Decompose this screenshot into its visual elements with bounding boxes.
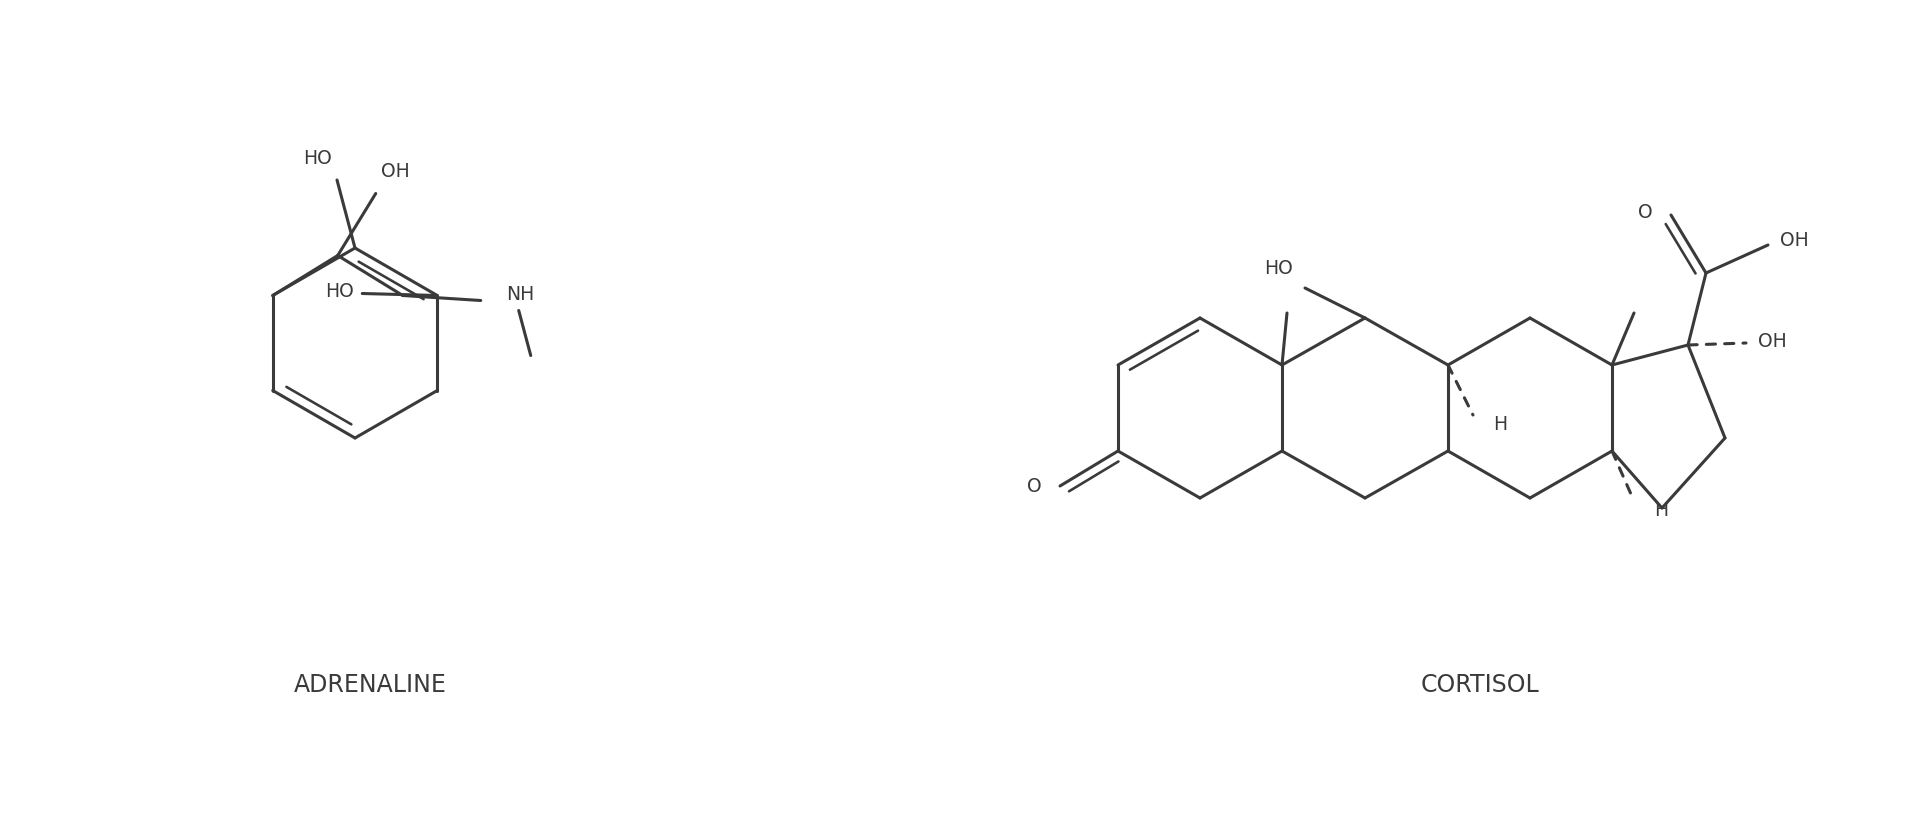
Text: OH: OH [380, 162, 409, 181]
Text: ADRENALINE: ADRENALINE [294, 673, 447, 697]
Text: H: H [1653, 501, 1668, 520]
Text: NH: NH [505, 285, 534, 304]
Text: HO: HO [1263, 258, 1292, 277]
Text: H: H [1494, 416, 1507, 435]
Text: O: O [1027, 477, 1043, 495]
Text: HO: HO [303, 148, 332, 168]
Text: CORTISOL: CORTISOL [1421, 673, 1540, 697]
Text: OH: OH [1759, 332, 1788, 351]
Text: HO: HO [326, 282, 355, 301]
Text: O: O [1638, 203, 1653, 222]
Text: OH: OH [1780, 230, 1809, 249]
